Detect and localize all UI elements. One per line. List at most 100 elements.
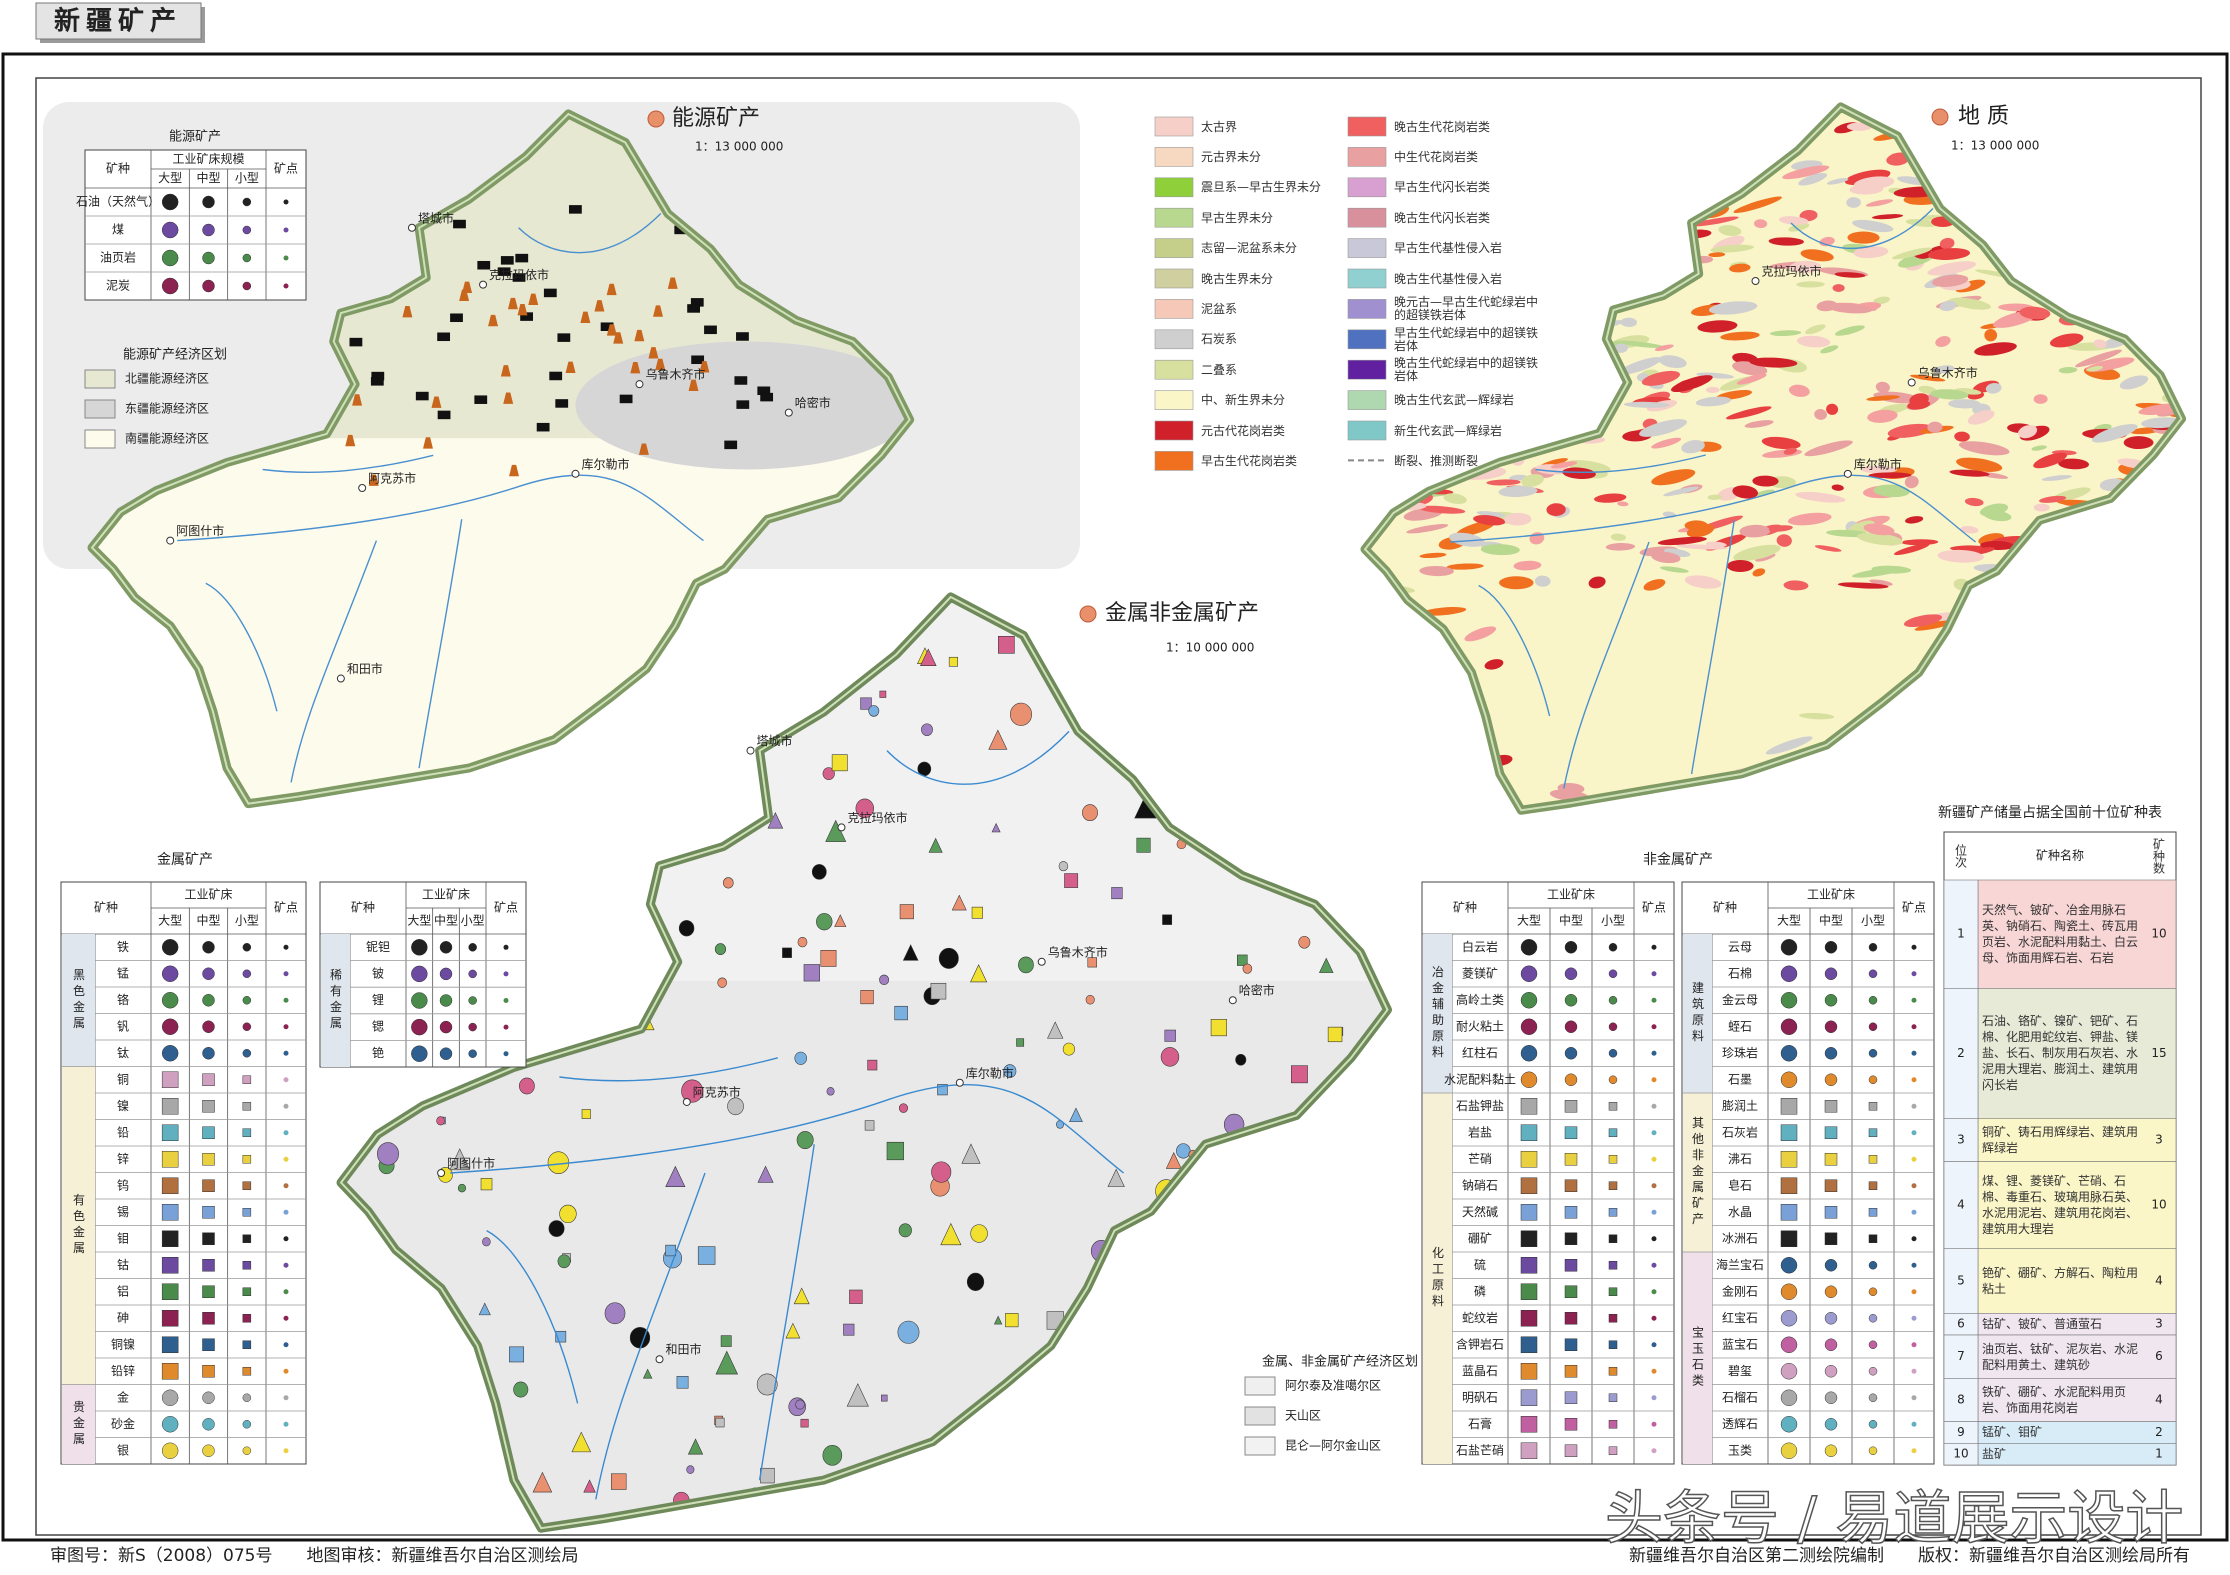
legend-symbol: [1868, 1128, 1878, 1137]
rock-unit: [1610, 533, 1626, 541]
map-scale: 1：13 000 000: [1951, 139, 2039, 153]
mineral-name: 金: [117, 1389, 129, 1404]
table-header: 矿点: [1902, 901, 1926, 915]
legend-symbol: [1651, 1156, 1657, 1162]
river: [519, 214, 661, 253]
table-header: 大型: [158, 171, 182, 185]
river: [1564, 542, 1649, 789]
river: [487, 1231, 578, 1404]
legend-symbol: [1520, 992, 1538, 1009]
oil-symbol: [503, 392, 514, 404]
mineral-name: 油页岩: [100, 250, 136, 265]
legend-swatch: [1154, 268, 1194, 289]
legend-symbol: [283, 1209, 289, 1215]
deposit-symbol: [1111, 887, 1123, 900]
legend-symbol: [1608, 996, 1618, 1005]
coal-symbol: [557, 333, 571, 342]
rock-unit: [1826, 403, 1839, 415]
coal-symbol: [370, 377, 384, 386]
rock-unit: [1892, 247, 1933, 260]
deposit-symbol: [811, 864, 827, 880]
legend-label-box: 晚古生代蛇绿岩中的超镁铁岩体: [1394, 357, 1538, 383]
table-header: 工业矿床: [1547, 888, 1595, 902]
ranking-minerals: 盐矿: [1982, 1447, 2007, 1462]
legend-symbol: [1608, 1208, 1618, 1217]
ranking-count: 4: [2155, 1393, 2163, 1407]
group-band: [62, 1066, 95, 1385]
place-label: 塔城市: [757, 733, 793, 748]
legend-symbol: [1651, 1236, 1657, 1242]
legend-symbol: [503, 1024, 509, 1030]
deposit-symbol: [795, 1399, 805, 1410]
deposit-symbol: [897, 1320, 920, 1344]
legend-symbol: [283, 1262, 289, 1268]
rock-unit: [2091, 424, 2138, 443]
group-label: 其他非金属矿产: [1691, 1116, 1705, 1228]
legend-label-box: 中、新生界未分: [1201, 394, 1285, 407]
legend-symbol: [1520, 1018, 1538, 1035]
deposit-symbol: [548, 1220, 565, 1237]
rock-unit: [1871, 565, 1912, 574]
rock-unit: [1865, 199, 1894, 207]
title-bullet: [1931, 108, 1949, 126]
legend-symbol: [1911, 1183, 1917, 1189]
coal-symbol: [736, 400, 750, 409]
ranking-row: [1977, 1334, 2177, 1379]
rock-unit: [2123, 436, 2154, 450]
deposit-symbol: [843, 1323, 855, 1336]
rock-unit: [1783, 580, 1809, 591]
ranking-minerals-box: 铜矿、铸石用辉绿岩、建筑用辉绿岩: [1982, 1125, 2138, 1155]
deposit-symbol: [1235, 1053, 1247, 1066]
rock-unit: [1927, 421, 1943, 433]
mineral-name: 钠硝石: [1462, 1177, 1498, 1192]
legend-swatch: [1347, 238, 1387, 258]
zone-swatch: [1244, 1406, 1276, 1426]
coal-symbol: [500, 256, 514, 265]
rock-unit: [1651, 469, 1696, 486]
ranking-header-box: 矿种数: [2152, 838, 2166, 874]
mineral-name: 石棉: [1728, 966, 1752, 980]
group-band: [1683, 1093, 1712, 1252]
group-band: [1683, 1252, 1712, 1464]
rock-unit: [1847, 231, 1880, 244]
rock-unit: [1726, 406, 1772, 420]
legend-symbol: [1911, 1209, 1917, 1215]
ranking-header-box: 位次: [1954, 844, 1968, 868]
coal-symbol: [600, 322, 614, 331]
legend-label: 元古界未分: [1201, 149, 1262, 164]
oil-symbol: [402, 306, 413, 318]
zone-swatch: [1244, 1436, 1276, 1456]
place-dot: [358, 483, 367, 492]
mineral-name: 冰洲石: [1722, 1231, 1758, 1245]
rock-unit: [1853, 176, 1895, 190]
deposit-symbol: [1242, 963, 1253, 974]
group-label: 化工原料: [1431, 1246, 1445, 1310]
place-dot: [1907, 378, 1916, 387]
legend-label: 中生代花岗岩类: [1394, 149, 1479, 164]
deposit-symbol: [581, 1109, 591, 1119]
deposit-symbol: [930, 982, 947, 1000]
rock-unit: [1887, 152, 1907, 162]
coal-symbol: [757, 386, 771, 396]
rock-unit: [1904, 475, 1919, 489]
deposit-symbol: [1210, 1019, 1227, 1037]
deposit-symbol: [457, 1183, 466, 1193]
rock-unit: [2033, 394, 2048, 404]
mineral-name: 蓝晶石: [1462, 1364, 1498, 1378]
legend-symbol: [1651, 1342, 1657, 1348]
river: [263, 455, 434, 472]
coal-symbol: [704, 325, 717, 335]
rock-unit: [1768, 237, 1804, 246]
rock-unit: [1504, 512, 1532, 526]
place-dot: [635, 380, 644, 389]
rock-unit: [1778, 216, 1809, 225]
rock-unit: [1800, 249, 1834, 262]
rock-unit: [1659, 566, 1689, 573]
legend-symbol: [161, 1416, 179, 1433]
legend-label: 石炭系: [1201, 332, 1238, 347]
legend-label: 早古生代闪长岩类: [1394, 180, 1491, 195]
mineral-name: 金云母: [1722, 992, 1758, 1007]
legend-symbol: [242, 969, 252, 978]
rock-unit: [1984, 328, 1998, 342]
